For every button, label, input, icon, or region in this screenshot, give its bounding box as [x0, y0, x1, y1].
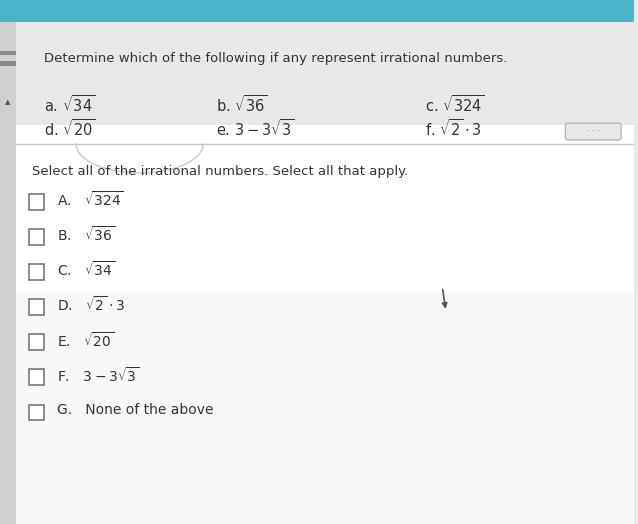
FancyBboxPatch shape [565, 123, 621, 140]
Text: c. $\sqrt{324}$: c. $\sqrt{324}$ [425, 94, 485, 115]
Text: d. $\sqrt{20}$: d. $\sqrt{20}$ [45, 118, 96, 139]
Text: b. $\sqrt{36}$: b. $\sqrt{36}$ [216, 94, 267, 115]
Bar [29, 264, 45, 280]
Bar [29, 299, 45, 315]
Text: B.   $\sqrt{36}$: B. $\sqrt{36}$ [57, 225, 115, 244]
Bar [0, 51, 16, 55]
Text: · · ·: · · · [587, 127, 600, 136]
Text: Select all of the irrational numbers. Select all that apply.: Select all of the irrational numbers. Se… [32, 165, 408, 178]
Text: F.   $3-3\sqrt{3}$: F. $3-3\sqrt{3}$ [57, 366, 140, 385]
Bar [29, 369, 45, 385]
Bar [29, 334, 45, 350]
Text: Determine which of the following if any represent irrational numbers.: Determine which of the following if any … [45, 52, 508, 66]
Text: G.   None of the above: G. None of the above [57, 403, 214, 417]
Text: D.   $\sqrt{2}\cdot 3$: D. $\sqrt{2}\cdot 3$ [57, 296, 125, 314]
Text: f. $\sqrt{2}\cdot 3$: f. $\sqrt{2}\cdot 3$ [425, 118, 482, 139]
Bar [0, 0, 634, 22]
Text: A.   $\sqrt{324}$: A. $\sqrt{324}$ [57, 190, 124, 209]
Bar [16, 125, 634, 293]
Text: E.   $\sqrt{20}$: E. $\sqrt{20}$ [57, 331, 114, 350]
Bar [29, 194, 45, 210]
Bar [0, 61, 16, 66]
Bar [0, 0, 16, 524]
Bar [16, 293, 634, 524]
Text: ▲: ▲ [5, 99, 10, 105]
Text: e. $3-3\sqrt{3}$: e. $3-3\sqrt{3}$ [216, 118, 294, 139]
Text: C.   $\sqrt{34}$: C. $\sqrt{34}$ [57, 260, 115, 279]
Text: a. $\sqrt{34}$: a. $\sqrt{34}$ [45, 94, 96, 115]
Bar [29, 229, 45, 245]
Bar [29, 405, 45, 420]
